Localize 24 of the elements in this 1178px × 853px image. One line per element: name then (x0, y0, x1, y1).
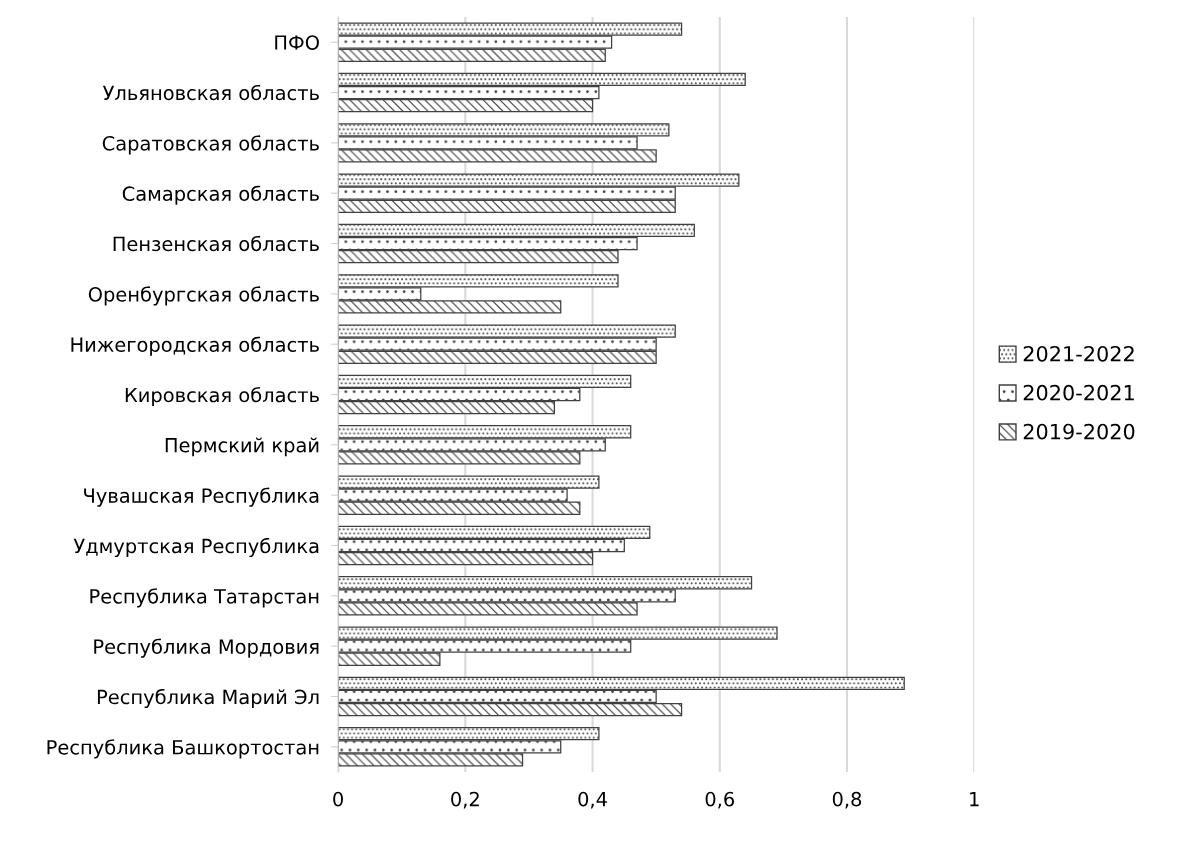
y-tick-label: Чувашская Республика (84, 487, 319, 507)
y-tick-label: Республика Татарстан (90, 588, 319, 608)
y-tick-label: Республика Марий Эл (97, 688, 319, 709)
y-tick-label: Удмуртская Республика (73, 537, 319, 558)
y-tick-label: Саратовская область (102, 135, 319, 155)
x-tick-label: 0 (333, 791, 343, 807)
x-tick-label: 0,4 (578, 791, 607, 809)
y-tick-label: Самарская область (122, 185, 319, 205)
x-tick-label: 0,2 (451, 791, 479, 809)
y-tick-label: Ульяновская область (102, 84, 319, 101)
x-tick-label: 0,8 (832, 791, 862, 809)
x-tick-label: 0,6 (705, 791, 734, 809)
y-tick-label: Нижегородская область (71, 336, 319, 356)
y-tick-label: Республика Мордовия (94, 638, 319, 658)
y-tick-label: Кировская область (125, 386, 319, 407)
y-tick-label: Пермский край (165, 437, 319, 457)
y-tick-label: Республика Башкортостан (47, 739, 319, 759)
y-tick-label: Оренбургская область (88, 286, 319, 306)
x-tick-label: 1 (970, 792, 979, 807)
y-tick-label: ПФО (275, 35, 319, 50)
legend-label: 2019-2020 (1023, 423, 1135, 440)
legend-label: 2020-2021 (1023, 384, 1134, 401)
legend-label: 2021-2022 (1023, 345, 1134, 362)
y-tick-label: Пензенская область (113, 235, 319, 252)
